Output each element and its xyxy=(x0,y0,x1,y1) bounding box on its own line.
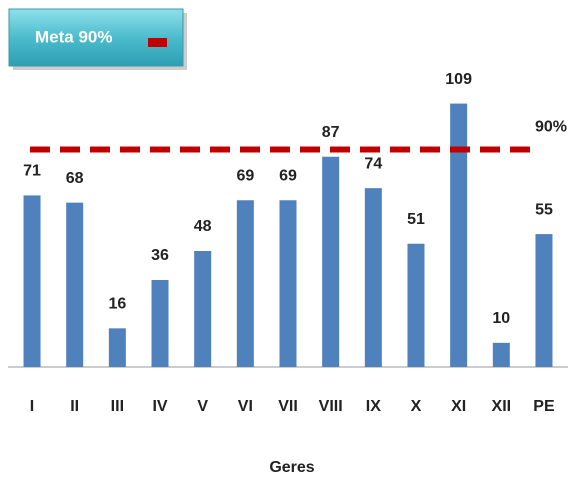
x-tick-label: X xyxy=(411,398,422,415)
bar xyxy=(151,280,169,367)
value-label: 74 xyxy=(364,155,382,172)
x-tick-label: VII xyxy=(278,398,298,415)
x-tick-label: IV xyxy=(152,398,167,415)
bar xyxy=(407,243,425,367)
bar xyxy=(66,202,84,367)
value-label: 69 xyxy=(279,167,297,184)
x-tick-label: II xyxy=(70,398,79,415)
x-tick-label: VI xyxy=(238,398,253,415)
bar xyxy=(492,342,510,367)
bar xyxy=(535,234,553,367)
bar xyxy=(450,103,468,367)
bar xyxy=(23,195,41,367)
x-tick-label: PE xyxy=(533,398,555,415)
x-tick-label: IX xyxy=(366,398,381,415)
legend-swatch xyxy=(148,38,167,47)
x-tick-label: XII xyxy=(492,398,512,415)
value-label: 55 xyxy=(535,201,553,218)
bar xyxy=(322,156,340,367)
x-tick-label: III xyxy=(111,398,124,415)
x-tick-label: V xyxy=(197,398,208,415)
bar xyxy=(279,200,297,367)
x-tick-label: I xyxy=(30,398,34,415)
x-tick-label: VIII xyxy=(319,398,343,415)
bar xyxy=(236,200,254,367)
legend-label: Meta 90% xyxy=(35,27,112,46)
value-label: 36 xyxy=(151,247,169,264)
value-label: 109 xyxy=(445,71,472,88)
value-label: 68 xyxy=(66,170,84,187)
value-label: 69 xyxy=(236,167,254,184)
bar xyxy=(194,251,212,367)
value-label: 51 xyxy=(407,211,425,228)
bar xyxy=(108,328,126,367)
legend-box xyxy=(8,8,184,67)
target-label: 90% xyxy=(535,119,567,136)
value-label: 16 xyxy=(108,296,126,313)
x-tick-label: XI xyxy=(451,398,466,415)
value-label: 71 xyxy=(23,163,41,180)
x-axis-label: Geres xyxy=(269,459,314,476)
value-label: 87 xyxy=(322,124,340,141)
bar xyxy=(364,188,382,367)
value-label: 48 xyxy=(194,218,212,235)
value-label: 10 xyxy=(492,310,510,327)
